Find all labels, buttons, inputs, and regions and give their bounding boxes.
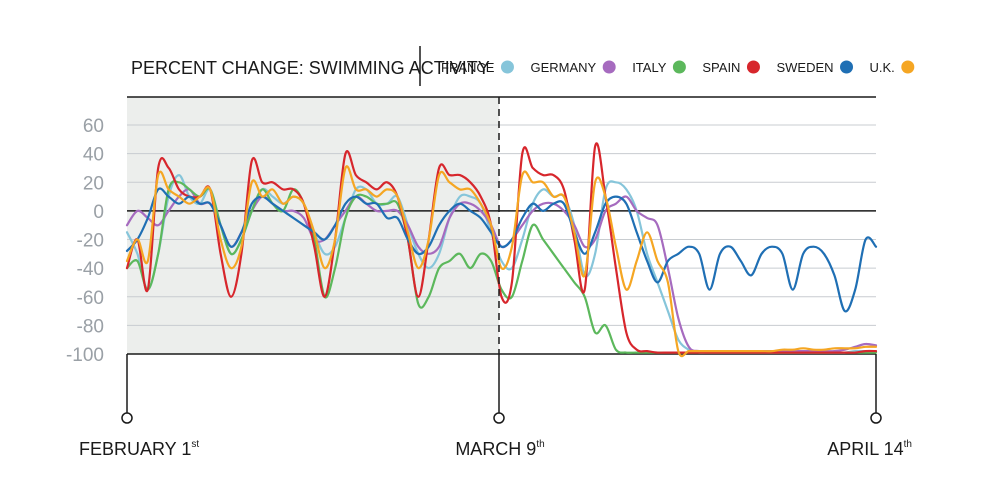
y-tick-label: 20 — [83, 173, 104, 194]
legend-label-france: FRANCE — [441, 60, 495, 75]
y-tick-label: -100 — [66, 345, 104, 366]
series-line-sweden — [125, 187, 878, 313]
y-tick-label: -60 — [77, 288, 104, 309]
legend: FRANCE GERMANY ITALY SPAIN SWEDEN U.K. — [441, 60, 915, 75]
legend-label-spain: SPAIN — [702, 60, 740, 75]
legend-label-germany: GERMANY — [530, 60, 596, 75]
series-line-uk — [125, 165, 878, 358]
timeline-marker-february — [121, 412, 133, 424]
gridlines — [127, 124, 876, 355]
legend-swatch — [500, 60, 514, 74]
timeline-marker-april — [870, 412, 882, 424]
x-label-march: MARCH 9th — [455, 439, 544, 459]
y-tick-label: 40 — [83, 145, 104, 166]
series-lines — [125, 142, 878, 358]
y-tick-label: 60 — [83, 116, 104, 137]
legend-swatch — [901, 60, 915, 74]
timeline — [121, 97, 882, 424]
x-label-february: FEBRUARY 1st — [79, 439, 199, 459]
y-axis-ticks: 60 40 20 0 -20 -40 -60 -80 -100 — [66, 116, 104, 366]
legend-swatch — [602, 60, 616, 74]
x-label-april: APRIL 14th — [827, 439, 912, 459]
legend-label-sweden: SWEDEN — [776, 60, 833, 75]
legend-swatch — [746, 60, 760, 74]
legend-swatch — [672, 60, 686, 74]
legend-label-italy: ITALY — [632, 60, 667, 75]
legend-swatch — [840, 60, 854, 74]
y-tick-label: -40 — [77, 259, 104, 280]
chart-title: PERCENT CHANGE: SWIMMING ACTIVITY — [131, 58, 490, 78]
legend-label-uk: U.K. — [870, 60, 895, 75]
y-tick-label: -20 — [77, 231, 104, 252]
y-tick-label: -80 — [77, 316, 104, 337]
y-tick-label: 0 — [93, 202, 104, 223]
timeline-marker-march — [493, 412, 505, 424]
series-line-spain — [125, 142, 878, 354]
